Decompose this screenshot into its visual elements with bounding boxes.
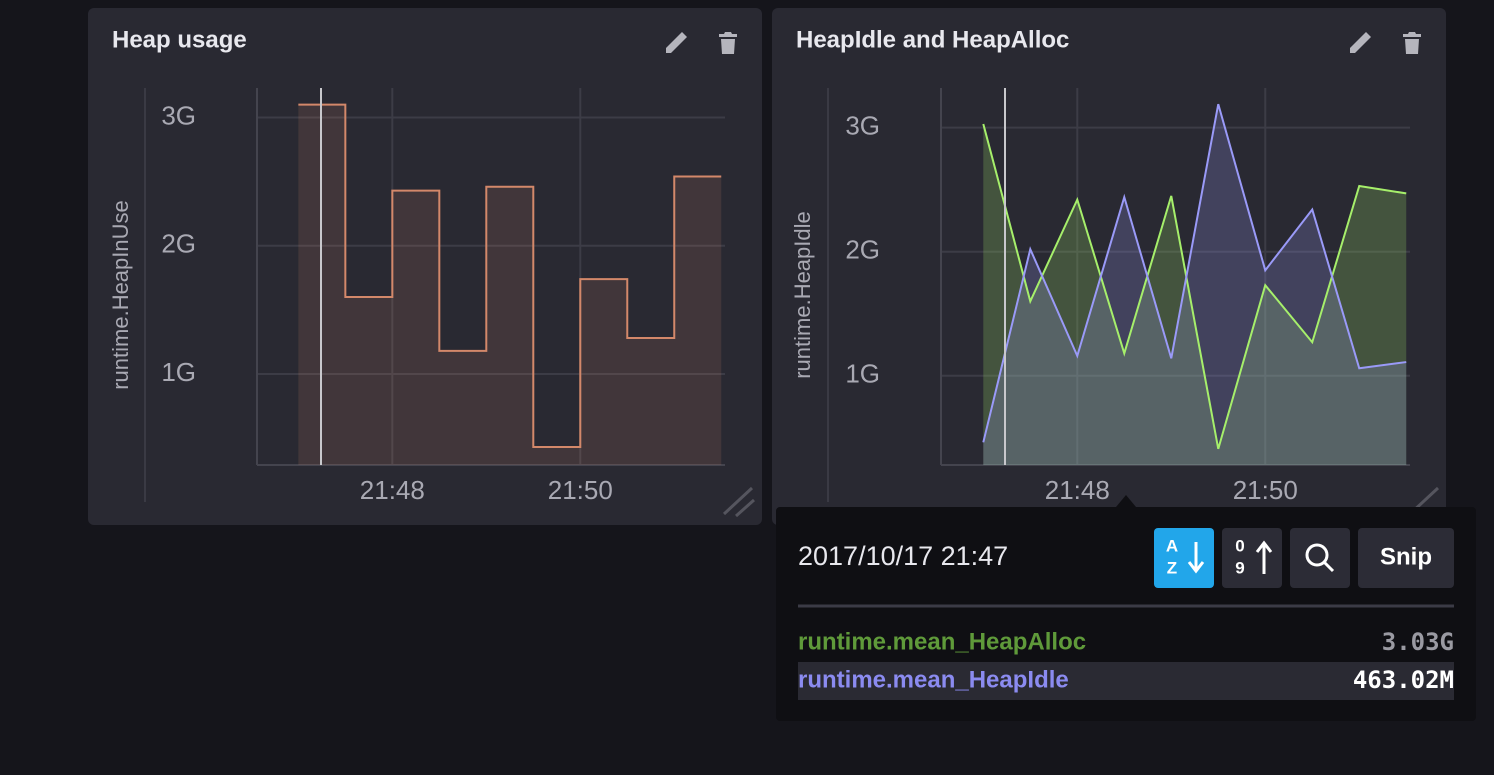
delete-icon[interactable] (1403, 32, 1421, 54)
arrow-icon (1255, 540, 1273, 574)
panel-title: Heap usage (112, 26, 247, 53)
button-label: 9 (1235, 558, 1244, 577)
search-button[interactable] (1290, 528, 1350, 588)
edit-icon[interactable] (666, 32, 687, 53)
area-fill (983, 123, 1407, 466)
step-line (298, 103, 722, 449)
tooltip: 2017/10/17 21:47 A Z 0 9 Snip runtime.me… (776, 495, 1476, 721)
row-highlight (798, 662, 1454, 700)
panel-title: HeapIdle and HeapAlloc (796, 26, 1069, 53)
y-tick-label: 2G (161, 229, 196, 259)
y-tick-label: 3G (845, 111, 880, 141)
charts: Heap usage runtime.HeapInUse 1G 2G 3G 21:48 21… (108, 26, 1410, 505)
row-name: runtime.mean_HeapAlloc (798, 628, 1086, 655)
row-value: 463.02M (1353, 666, 1454, 694)
area-fill (298, 104, 722, 465)
x-tick-label: 21:48 (360, 475, 425, 505)
edit-icon[interactable] (1350, 32, 1371, 53)
button-label: Snip (1380, 543, 1432, 570)
row-value: 3.03G (1382, 628, 1454, 656)
delete-icon[interactable] (719, 32, 737, 54)
row-name: runtime.mean_HeapIdle (798, 666, 1069, 693)
y-tick-label: 2G (845, 235, 880, 265)
tooltip-date: 2017/10/17 21:47 (798, 541, 1008, 571)
icons (666, 32, 1421, 54)
snip-button[interactable] (1358, 528, 1454, 588)
sort-09-button[interactable] (1222, 528, 1282, 588)
x-tick-label: 21:48 (1045, 475, 1110, 505)
y-tick-label: 1G (161, 357, 196, 387)
tooltip-caret (1116, 495, 1136, 507)
search-icon (1305, 543, 1329, 567)
button-label: A (1166, 536, 1178, 555)
y-tick-label: 1G (845, 359, 880, 389)
y-tick-label: 3G (161, 100, 196, 130)
button-label: Z (1167, 558, 1177, 577)
sort-az-button[interactable] (1154, 528, 1214, 588)
area-fill (983, 104, 1407, 466)
x-tick-label: 21:50 (548, 475, 613, 505)
series-line (982, 123, 1407, 450)
search-icon (1322, 560, 1335, 573)
x-tick-label: 21:50 (1233, 475, 1298, 505)
series-line (982, 103, 1407, 443)
y-axis-label: runtime.HeapIdle (790, 211, 815, 379)
y-axis-label: runtime.HeapInUse (108, 200, 133, 390)
arrow-icon (1187, 542, 1205, 574)
button-label: 0 (1235, 536, 1244, 555)
